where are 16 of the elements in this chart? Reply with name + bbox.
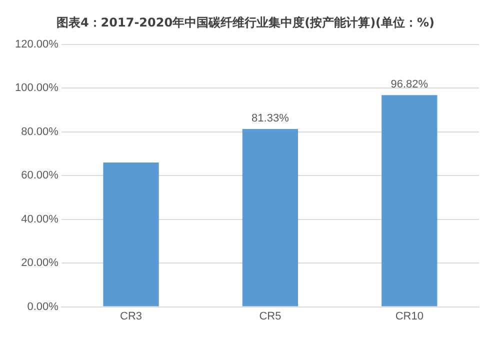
y-tick-label: 100.00% — [14, 82, 59, 94]
x-tick-label: CR10 — [395, 310, 424, 322]
y-tick-label: 40.00% — [21, 213, 59, 226]
y-tick-label: 120.00% — [14, 38, 59, 50]
bar — [103, 162, 159, 306]
x-tick-label: CR3 — [120, 310, 142, 322]
x-tick-label: CR5 — [259, 310, 282, 322]
bar — [382, 95, 438, 306]
y-tick-label: 80.00% — [21, 126, 59, 138]
y-tick-label: 20.00% — [21, 257, 59, 270]
chart-title: 图表4：2017-2020年中国碳纤维行业集中度(按产能计算)(单位：%) — [56, 15, 435, 30]
data-label: 81.33% — [252, 112, 290, 124]
y-tick-label: 0.00% — [27, 300, 59, 313]
y-tick-label: 60.00% — [21, 170, 59, 182]
data-label: 96.82% — [390, 78, 428, 91]
bar — [242, 128, 298, 306]
